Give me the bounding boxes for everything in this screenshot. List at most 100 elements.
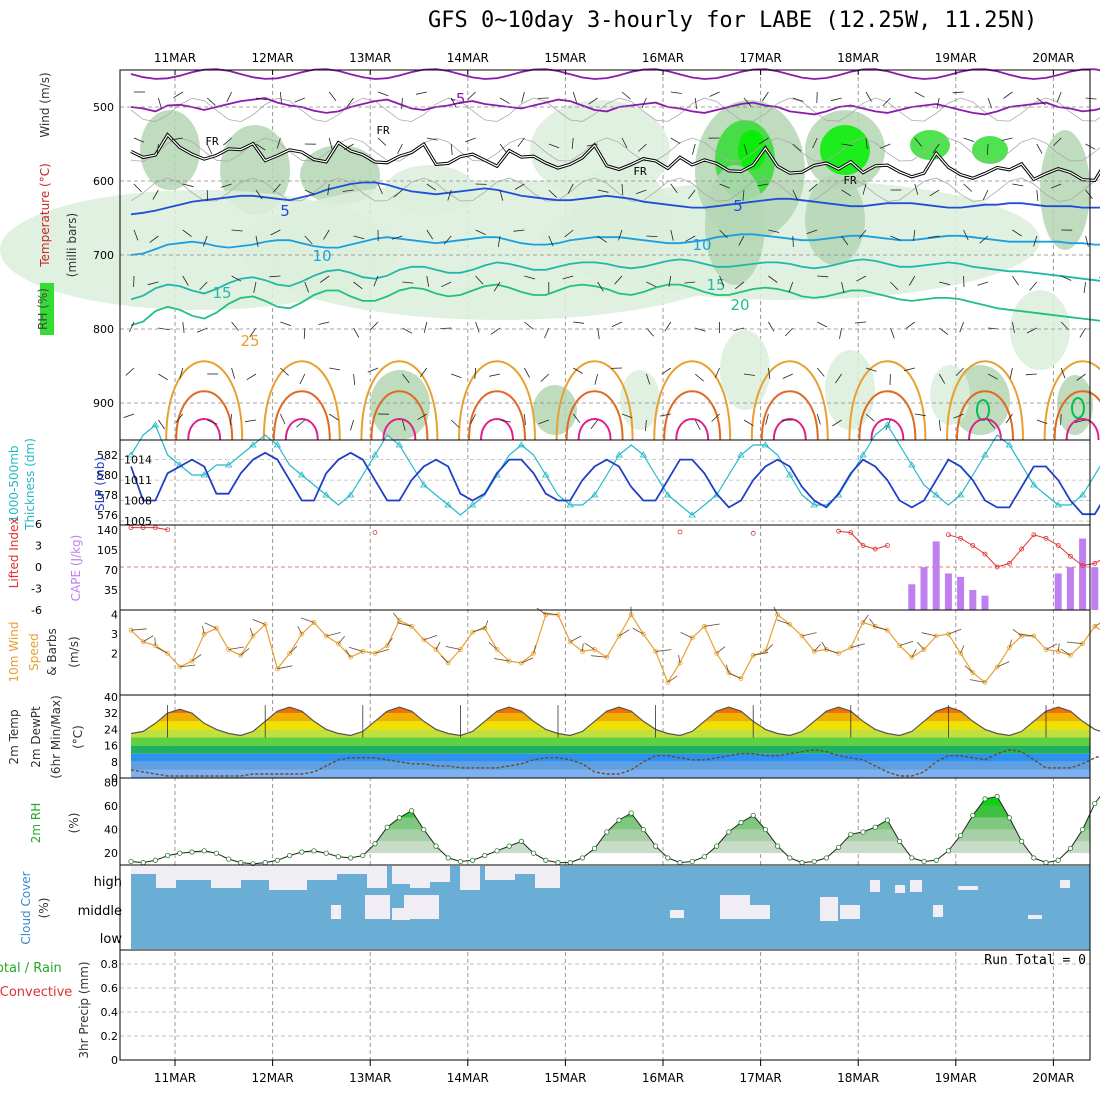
cloud-unit-label: (%) — [37, 898, 51, 919]
rh-band — [131, 805, 1090, 818]
li-tick-label: -3 — [31, 583, 42, 596]
rh-point — [1043, 860, 1049, 866]
level-tick-label: 500 — [93, 101, 114, 114]
wind-barb — [865, 137, 868, 149]
isotherm-label: 25 — [240, 332, 259, 350]
wind-barb — [182, 229, 192, 237]
wind-barb — [792, 189, 798, 201]
warm-cell-contour — [382, 418, 417, 441]
wind-barb — [497, 235, 501, 247]
wind-barb — [353, 327, 360, 338]
cape-bar — [1079, 538, 1087, 610]
wind-barb-10m — [667, 675, 678, 683]
wind-barb — [206, 97, 216, 106]
rh-point — [884, 817, 891, 823]
thickness-point — [786, 471, 794, 478]
wind-barb — [353, 373, 356, 385]
wind-speed-point — [958, 650, 963, 656]
temp-tick-label: 0 — [111, 772, 118, 785]
wind-barb — [812, 137, 818, 149]
rh-point — [823, 855, 830, 861]
wind-barb — [499, 189, 504, 201]
wind-barb — [328, 137, 333, 149]
rh-point — [921, 858, 927, 865]
wind-speed-point — [787, 621, 793, 627]
wind-barb — [246, 373, 257, 381]
wind-speed-point — [384, 643, 390, 649]
precip-total-label: Total / Rain — [0, 961, 62, 976]
wind-barb-10m — [821, 641, 827, 650]
wind-barb — [270, 229, 281, 236]
warm-cell-contour — [370, 390, 429, 441]
cloud-level-label: high — [94, 875, 122, 890]
warm-cell-contour — [480, 418, 514, 441]
wind-barb — [670, 183, 678, 194]
wind-speed-point — [299, 631, 305, 637]
date-label-bottom: 18MAR — [837, 1071, 879, 1085]
cloud-clear-high — [241, 866, 269, 880]
wind-barb-10m — [423, 635, 438, 641]
rh-point — [421, 826, 427, 833]
rh-point — [347, 855, 354, 861]
lifted-index-point — [885, 543, 890, 548]
wind-barb-10m — [348, 646, 363, 652]
wind-barb — [979, 235, 989, 244]
wind-barb — [719, 183, 730, 189]
wind-tick-label: 2 — [111, 647, 118, 660]
wind-barb — [782, 373, 793, 379]
wind-barb — [890, 281, 899, 291]
wind-barb-10m — [1045, 643, 1058, 650]
cape-bar — [908, 584, 916, 610]
wind-barb — [588, 97, 598, 105]
wind-barb — [594, 373, 598, 385]
wind-barb — [963, 183, 973, 192]
wind-barb — [156, 143, 159, 155]
wind-barb-10m — [776, 619, 790, 625]
thickness-point — [932, 491, 940, 498]
wind-speed-point — [872, 623, 878, 629]
date-label-top: 20MAR — [1032, 51, 1074, 65]
wind-barb — [792, 143, 802, 152]
wind-barb — [231, 275, 242, 282]
wind-barb — [841, 143, 853, 147]
rh-point — [957, 832, 964, 839]
lifted-index-point — [860, 543, 866, 548]
lifted-index-point — [836, 528, 841, 534]
rh-patch — [620, 370, 660, 430]
cape-tick-label: 140 — [97, 524, 118, 537]
lifted-index-point — [750, 530, 756, 536]
wind-barb — [276, 137, 281, 149]
wind-speed-point — [848, 645, 854, 650]
wind-barb — [1026, 327, 1037, 334]
lifted-index-point — [1031, 532, 1037, 538]
wind-barb — [450, 419, 460, 428]
rh-point — [604, 829, 610, 835]
rh-point — [469, 857, 476, 863]
wind-barb-10m — [1009, 639, 1012, 648]
rh-point — [982, 796, 988, 802]
wind-speed-point — [567, 639, 573, 645]
rh-point — [1067, 845, 1074, 852]
wind-speed-point — [799, 633, 805, 639]
pressure-axis-label: (milli bars) — [65, 213, 79, 277]
wind-barb — [440, 327, 452, 329]
wind-barb-10m — [191, 654, 202, 662]
rh-point — [189, 849, 195, 855]
wind-barb — [304, 281, 309, 293]
slp-axis-label: SLP (mb) — [93, 457, 107, 511]
wind-barb — [792, 235, 794, 248]
temp-band — [131, 713, 1090, 722]
wind-barb — [1060, 413, 1062, 426]
cloud-clear-high — [430, 866, 450, 882]
wind-barb — [832, 419, 842, 427]
rh-patch — [140, 110, 200, 190]
wind-barb — [932, 143, 940, 154]
wind-speed-point — [262, 621, 268, 627]
rh-point — [1080, 826, 1086, 833]
freezing-label: FR — [843, 174, 857, 187]
rh-band — [131, 787, 1090, 795]
li-tick-label: 6 — [35, 518, 42, 531]
wind-barb — [914, 91, 925, 98]
wind-barb — [544, 327, 550, 339]
wind-barb — [670, 91, 682, 94]
